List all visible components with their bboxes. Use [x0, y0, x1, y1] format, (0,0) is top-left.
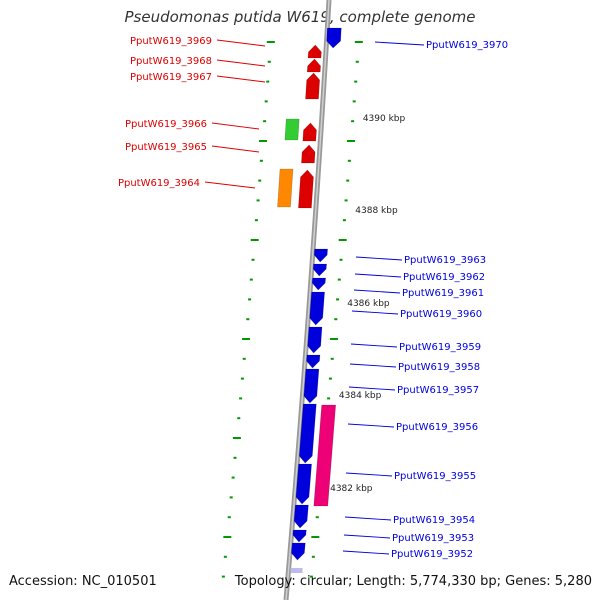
gene-magenta	[313, 404, 337, 507]
gene-label-left: PputW619_3965	[125, 142, 207, 153]
gene-blue-6	[303, 368, 320, 404]
accession-text: Accession: NC_010501	[9, 574, 157, 589]
gene-label-right: PputW619_3958	[398, 362, 480, 373]
gene-blue-4	[307, 326, 323, 354]
gene-label-right: PputW619_3953	[392, 533, 474, 544]
gene-leader-right	[345, 472, 393, 477]
gene-label-right: PputW619_3962	[403, 272, 485, 283]
gene-label-right: PputW619_3959	[399, 342, 481, 353]
backbone-highlight	[285, 0, 330, 600]
gene-blue-9	[293, 504, 309, 529]
gene-blue-5	[306, 354, 321, 369]
gene-blue-1	[312, 263, 327, 277]
gene-red-0	[307, 44, 322, 59]
gene-leader-right	[348, 386, 396, 391]
gene-label-right: PputW619_3955	[394, 471, 476, 482]
gene-leader-right	[355, 256, 403, 261]
gene-label-left: PputW619_3964	[118, 178, 200, 189]
gene-blue-2	[311, 277, 326, 291]
gene-leader-left	[216, 59, 266, 67]
gene-leader-right	[351, 310, 399, 315]
gene-leader-right	[353, 289, 401, 294]
gene-leader-right	[349, 363, 397, 368]
gene-label-right: PputW619_3954	[393, 515, 475, 526]
gene-leader-right	[350, 343, 398, 348]
gene-leader-right	[347, 423, 395, 428]
gene-leader-right	[342, 550, 390, 555]
gene-rna-green	[284, 118, 300, 141]
gene-leader-right	[344, 516, 392, 521]
gene-blue-8	[295, 463, 312, 505]
gene-label-right: PputW619_3960	[400, 309, 482, 320]
gene-blue-10	[292, 529, 307, 543]
scale-label: 4388 kbp	[355, 206, 398, 216]
gene-label-right: PputW619_3952	[391, 549, 473, 560]
gene-leader-right	[343, 534, 391, 539]
gene-label-left: PputW619_3967	[130, 72, 212, 83]
gene-orange	[277, 168, 294, 208]
gene-label-left: PputW619_3966	[125, 119, 207, 130]
scale-label: 4382 kbp	[330, 484, 373, 494]
gene-label-right: PputW619_3961	[402, 288, 484, 299]
gene-label-right: PputW619_3970	[426, 40, 508, 51]
genome-summary-text: Topology: circular; Length: 5,774,330 bp…	[234, 574, 592, 589]
gene-leader-left	[211, 122, 260, 130]
gene-leader-left	[204, 181, 256, 189]
map-title: Pseudomonas putida W619, complete genome	[124, 8, 476, 26]
gene-red-5	[298, 169, 314, 209]
gene-PputW619_3970	[326, 27, 342, 49]
gene-blue-3	[309, 291, 325, 326]
gene-blue-11	[291, 542, 306, 561]
gene-label-left: PputW619_3969	[130, 36, 212, 47]
gene-label-right: PputW619_3957	[397, 385, 479, 396]
gene-leader-left	[216, 75, 266, 83]
scale-label: 4386 kbp	[347, 299, 390, 309]
scale-label: 4390 kbp	[363, 114, 406, 124]
gene-label-right: PputW619_3963	[404, 255, 486, 266]
gene-red-1	[306, 58, 321, 73]
gene-red-3	[302, 122, 317, 142]
gene-leader-left	[216, 39, 266, 47]
gene-leader-left	[211, 145, 260, 153]
scale-label: 4384 kbp	[339, 391, 382, 401]
gene-leader-right	[354, 273, 402, 278]
gene-label-left: PputW619_3968	[130, 56, 212, 67]
backbone-end-block	[290, 568, 303, 573]
gene-label-right: PputW619_3956	[396, 422, 478, 433]
gene-blue-0	[313, 248, 328, 263]
gene-red-2	[305, 72, 321, 100]
gene-blue-7	[298, 403, 317, 464]
gene-leader-right	[374, 41, 425, 46]
gene-red-4	[301, 144, 316, 164]
